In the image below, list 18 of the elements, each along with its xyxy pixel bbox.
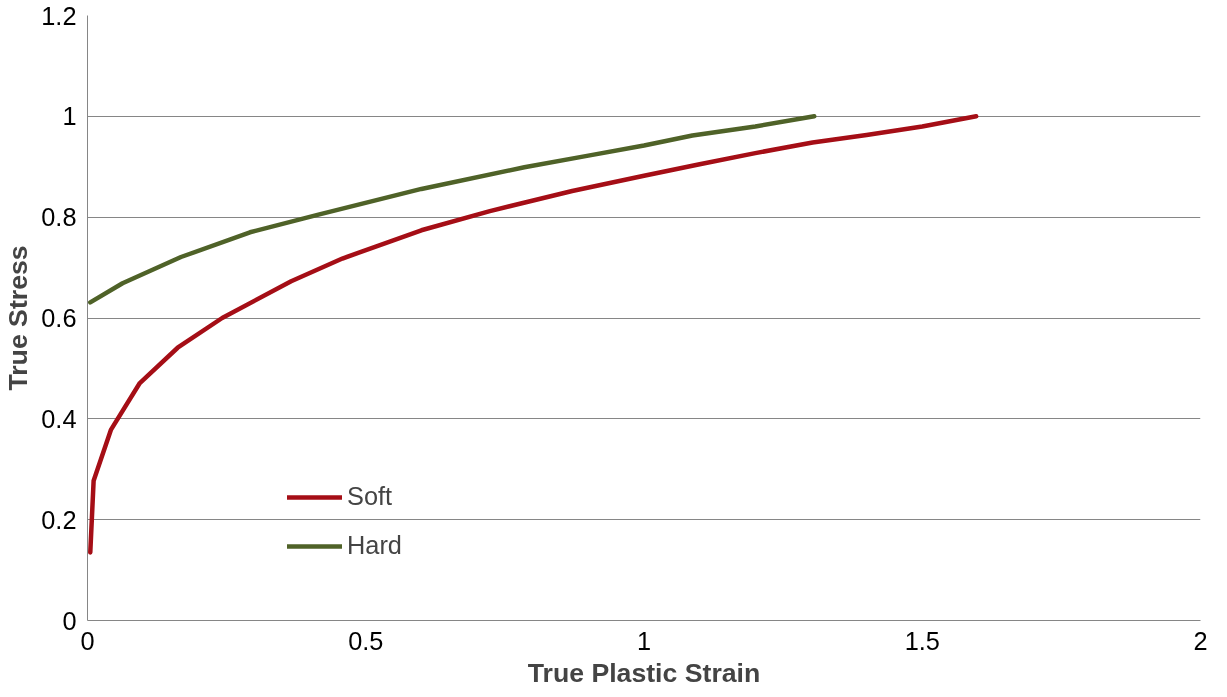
line-series bbox=[88, 114, 817, 305]
y-tick-label: 0.2 bbox=[41, 505, 77, 534]
line-series bbox=[88, 114, 979, 555]
x-tick-label: 0 bbox=[80, 626, 95, 655]
legend-label: Soft bbox=[347, 482, 393, 511]
legend-label: Hard bbox=[347, 531, 402, 560]
x-axis-title: True Plastic Strain bbox=[527, 657, 761, 688]
y-tick-label: 1.2 bbox=[41, 1, 77, 30]
x-tick-label: 0.5 bbox=[348, 626, 384, 655]
x-tick-label: 1.5 bbox=[904, 626, 940, 655]
y-tick-label: 0.6 bbox=[41, 304, 77, 332]
x-tick-label: 2 bbox=[1193, 626, 1208, 655]
y-axis-title: True Stress bbox=[3, 245, 34, 391]
x-tick-label: 1 bbox=[636, 626, 652, 655]
y-tick-label: 0.4 bbox=[41, 404, 77, 433]
y-tick-label: 0.8 bbox=[41, 203, 77, 232]
y-tick-label: 0 bbox=[62, 606, 77, 635]
y-tick-label: 1 bbox=[62, 102, 77, 131]
